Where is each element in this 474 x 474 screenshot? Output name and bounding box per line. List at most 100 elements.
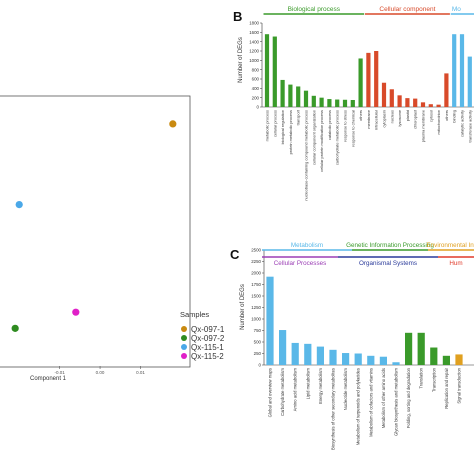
panel-c-y-tick-label: 750 xyxy=(254,328,262,333)
panel-c-y-tick-label: 1000 xyxy=(251,317,261,322)
panel-b-y-tick-label: 1800 xyxy=(249,21,259,26)
panel-a-scatter: 0.00 -0.01 0.01 Component 1 Samples Qx-097… xyxy=(0,95,225,382)
panel-a-legend-title: Samples xyxy=(180,310,209,319)
panel-b-bar xyxy=(413,98,418,107)
panel-c-y-tick-label: 0 xyxy=(259,363,262,368)
panel-b-bar xyxy=(280,79,285,107)
panel-c-x-label: Nucleotide metabolism xyxy=(343,368,348,411)
panel-c-y-tick-label: 500 xyxy=(254,340,262,345)
panel-b-y-ticks: 0 200 400 600 800 1000 1200 1400 1600 1800 xyxy=(249,21,262,110)
panel-b-bar xyxy=(452,34,457,108)
panel-c-bar xyxy=(379,356,387,365)
panel-b-x-label: binding xyxy=(452,110,457,123)
panel-c-x-label: Translation xyxy=(419,367,424,388)
panel-b-x-label: cellular process xyxy=(272,110,277,137)
panel-b-y-tick-label: 1400 xyxy=(249,39,259,44)
panel-c-x-label: Transcription xyxy=(431,367,436,392)
panel-b-x-label: transferase activity xyxy=(467,110,472,142)
panel-c-kegg-bar-chart: C Number of DEGs 0 250 500 750 1000 1250 1500 1… xyxy=(230,242,474,450)
panel-c-bar xyxy=(291,342,299,365)
panel-b-bar xyxy=(374,51,379,107)
panel-b-bars xyxy=(264,34,472,108)
panel-b-letter: B xyxy=(233,9,242,24)
panel-b-y-axis-label: Number of DEGs xyxy=(238,37,244,83)
panel-b-x-label: mitochondrion xyxy=(436,110,441,134)
panel-a-x-tick-label: -0.01 xyxy=(55,370,66,375)
panel-b-bar xyxy=(311,95,316,107)
panel-c-bar xyxy=(405,332,413,365)
panel-c-x-label: Biosynthesis of other secondary metaboli… xyxy=(331,368,336,450)
panel-b-x-label: lysosome xyxy=(397,110,402,126)
panel-c-y-tick-label: 2500 xyxy=(251,248,261,253)
panel-a-legend-swatch xyxy=(181,353,187,359)
panel-b-bar xyxy=(389,89,394,107)
panel-b-x-label: catabolic process xyxy=(327,110,332,140)
panel-b-bar xyxy=(366,52,371,107)
panel-b-x-label: response to chemical xyxy=(350,110,355,147)
panel-c-group-headers: Metabolism Genetic Information Processing… xyxy=(262,242,474,267)
panel-b-bar xyxy=(350,100,355,107)
panel-b-x-label: metabolic process xyxy=(265,110,270,141)
panel-b-group-headers: Biological process Cellular component Mo xyxy=(263,6,474,15)
panel-b-x-label: nucleus xyxy=(389,110,394,123)
panel-b-bar xyxy=(335,99,340,107)
panel-a-legend-label: Qx-115-1 xyxy=(191,343,224,352)
panel-a-legend-swatch xyxy=(181,335,187,341)
panel-b-y-tick-label: 1200 xyxy=(249,49,259,54)
panel-c-x-label: Signal transduction xyxy=(457,367,462,403)
panel-b-x-label: transport xyxy=(296,109,301,125)
panel-b-x-label: biological regulation xyxy=(280,110,285,144)
panel-c-top-group-label: Genetic Information Processing xyxy=(346,242,434,249)
panel-c-x-label: Metabolism of other amino acids xyxy=(381,368,386,428)
panel-b-bar xyxy=(459,34,465,108)
panel-c-top-group-label: Environmental Inf xyxy=(426,242,474,249)
panel-b-y-tick-label: 1600 xyxy=(249,30,259,35)
panel-c-bar xyxy=(266,276,274,365)
panel-b-x-label: plasma membrane xyxy=(421,110,426,142)
panel-a-legend-swatch xyxy=(181,326,187,332)
panel-c-y-tick-label: 1500 xyxy=(251,294,261,299)
panel-c-bar xyxy=(279,330,287,365)
panel-b-y-tick-label: 200 xyxy=(252,95,260,100)
panel-a-legend-label: Qx-115-2 xyxy=(191,352,224,361)
panel-c-bar xyxy=(354,353,362,365)
panel-c-bar xyxy=(417,332,425,365)
panel-c-x-label: Metabolism of terpenoids and polyketides xyxy=(356,368,361,445)
panel-c-x-label: Glycan biosynthesis and metabolism xyxy=(394,367,399,435)
panel-c-y-tick-label: 250 xyxy=(254,351,262,356)
panel-b-bar xyxy=(444,73,449,107)
panel-b-x-label: intracellular xyxy=(374,109,379,130)
panel-b-x-label: cellular protein modification process xyxy=(319,110,324,172)
panel-c-y-tick-label: 2250 xyxy=(251,259,261,264)
panel-b-x-label: cytosol xyxy=(428,110,433,122)
panel-c-bars xyxy=(266,276,463,365)
panel-a-legend-swatch xyxy=(181,344,187,350)
panel-c-bar xyxy=(430,347,438,365)
panel-a-legend: Qx-097-1Qx-097-2Qx-115-1Qx-115-2 xyxy=(181,325,225,361)
panel-a-x-tick-label: 0.01 xyxy=(136,370,145,375)
panel-c-x-label: Carbohydrate metabolism xyxy=(280,367,285,415)
panel-b-y-tick-label: 400 xyxy=(252,86,260,91)
panel-a-point-1 xyxy=(169,120,177,128)
panel-b-x-label: catalytic activity xyxy=(460,110,465,137)
panel-a-x-axis-label: Component 1 xyxy=(30,376,67,382)
panel-b-bar xyxy=(327,99,332,107)
panel-b-bar xyxy=(264,34,270,108)
panel-b-bar xyxy=(405,98,410,107)
panel-c-x-label: Global and overview maps xyxy=(268,368,273,417)
panel-c-y-axis-label: Number of DEGs xyxy=(240,284,246,330)
panel-c-bar xyxy=(304,343,312,365)
panel-a-x-tick-label: 0.00 xyxy=(96,370,105,375)
panel-a-legend-label: Qx-097-2 xyxy=(191,334,225,343)
panel-c-x-labels: Global and overview maps Carbohydrate met… xyxy=(268,367,462,450)
panel-c-bottom-group-label: Hum xyxy=(449,260,462,267)
panel-b-group-label: Mo xyxy=(452,6,461,13)
panel-b-bar xyxy=(381,82,387,107)
panel-c-x-label: Replication and repair xyxy=(444,367,449,408)
panel-b-y-tick-label: 800 xyxy=(252,67,260,72)
panel-c-y-tick-label: 2000 xyxy=(251,271,261,276)
panel-b-x-labels: metabolic process cellular process biologi… xyxy=(265,109,473,201)
panel-c-x-label: Amino acid metabolism xyxy=(293,367,298,411)
panel-a-point-2 xyxy=(11,324,19,332)
panel-c-x-label: Lipid metabolism xyxy=(305,367,310,399)
